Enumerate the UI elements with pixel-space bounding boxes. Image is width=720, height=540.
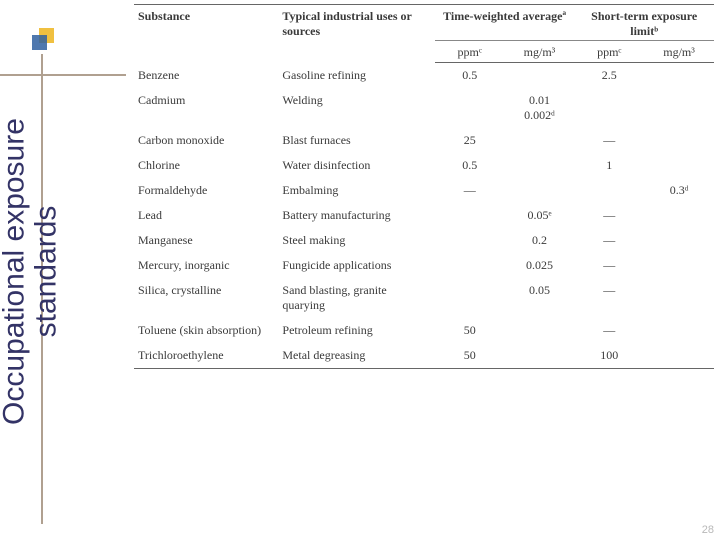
cell-stel-mg xyxy=(644,228,714,253)
cell-stel-mg xyxy=(644,128,714,153)
col-group-twa: Time-weighted averageª xyxy=(435,5,575,41)
table-row: FormaldehydeEmbalming— 0.3ᵈ xyxy=(134,178,714,203)
cell-stel-ppm: — xyxy=(574,253,644,278)
cell-twa-mg xyxy=(505,343,575,369)
cell-stel-mg xyxy=(644,203,714,228)
cell-stel-mg: 0.3ᵈ xyxy=(644,178,714,203)
cell-stel-ppm: — xyxy=(574,203,644,228)
col-header-stel-mg: mg/m³ xyxy=(644,41,714,63)
cell-twa-mg: 0.05 xyxy=(505,278,575,318)
cell-uses: Blast furnaces xyxy=(278,128,434,153)
cell-twa-ppm: 50 xyxy=(435,343,505,369)
cell-twa-ppm: 50 xyxy=(435,318,505,343)
cell-twa-ppm: — xyxy=(435,178,505,203)
cell-substance: Cadmium xyxy=(134,88,278,128)
cell-substance: Trichloroethylene xyxy=(134,343,278,369)
table-row: LeadBattery manufacturing 0.05ᵉ— xyxy=(134,203,714,228)
table-row: Mercury, inorganicFungicide applications… xyxy=(134,253,714,278)
cell-stel-mg xyxy=(644,318,714,343)
cell-stel-ppm: 2.5 xyxy=(574,63,644,89)
table-row: Toluene (skin absorption)Petroleum refin… xyxy=(134,318,714,343)
cell-stel-ppm: 100 xyxy=(574,343,644,369)
col-header-twa-mg: mg/m³ xyxy=(505,41,575,63)
page-number: 28 xyxy=(702,524,714,536)
cell-uses: Metal degreasing xyxy=(278,343,434,369)
cell-twa-ppm: 0.5 xyxy=(435,63,505,89)
cell-twa-ppm: 25 xyxy=(435,128,505,153)
cell-twa-ppm xyxy=(435,88,505,128)
cell-uses: Welding xyxy=(278,88,434,128)
cell-twa-mg: 0.01 0.002ᵈ xyxy=(505,88,575,128)
cell-twa-mg xyxy=(505,153,575,178)
cell-substance: Lead xyxy=(134,203,278,228)
slide-title: Occupational exposure standards xyxy=(0,42,62,502)
cell-stel-ppm: — xyxy=(574,318,644,343)
cell-twa-ppm xyxy=(435,253,505,278)
exposure-standards-table: Substance Typical industrial uses or sou… xyxy=(134,4,714,369)
cell-stel-mg xyxy=(644,278,714,318)
cell-stel-ppm xyxy=(574,178,644,203)
cell-stel-mg xyxy=(644,153,714,178)
cell-uses: Fungicide applications xyxy=(278,253,434,278)
cell-substance: Mercury, inorganic xyxy=(134,253,278,278)
cell-stel-ppm: — xyxy=(574,278,644,318)
cell-substance: Manganese xyxy=(134,228,278,253)
cell-uses: Petroleum refining xyxy=(278,318,434,343)
cell-twa-ppm xyxy=(435,228,505,253)
table-row: ManganeseSteel making 0.2— xyxy=(134,228,714,253)
table-row: BenzeneGasoline refining0.5 2.5 xyxy=(134,63,714,89)
table-body: BenzeneGasoline refining0.52.5CadmiumWel… xyxy=(134,63,714,369)
cell-uses: Steel making xyxy=(278,228,434,253)
table-row: CadmiumWelding 0.01 0.002ᵈ xyxy=(134,88,714,128)
cell-stel-ppm: 1 xyxy=(574,153,644,178)
cell-stel-mg xyxy=(644,63,714,89)
cell-twa-mg xyxy=(505,178,575,203)
cell-stel-mg xyxy=(644,253,714,278)
cell-uses: Gasoline refining xyxy=(278,63,434,89)
col-group-stel: Short-term exposure limitᵇ xyxy=(574,5,714,41)
cell-substance: Formaldehyde xyxy=(134,178,278,203)
cell-twa-mg: 0.025 xyxy=(505,253,575,278)
cell-uses: Embalming xyxy=(278,178,434,203)
cell-twa-ppm xyxy=(435,203,505,228)
cell-twa-mg xyxy=(505,63,575,89)
cell-uses: Water disinfection xyxy=(278,153,434,178)
cell-substance: Benzene xyxy=(134,63,278,89)
cell-substance: Silica, crystalline xyxy=(134,278,278,318)
cell-twa-mg: 0.2 xyxy=(505,228,575,253)
cell-stel-mg xyxy=(644,88,714,128)
cell-twa-mg xyxy=(505,128,575,153)
cell-twa-ppm xyxy=(435,278,505,318)
col-header-stel-ppm: ppmᶜ xyxy=(574,41,644,63)
cell-stel-ppm xyxy=(574,88,644,128)
slide-title-line1: Occupational exposure xyxy=(0,118,31,425)
cell-stel-mg xyxy=(644,343,714,369)
cell-uses: Battery manufacturing xyxy=(278,203,434,228)
table-row: Carbon monoxideBlast furnaces25 — xyxy=(134,128,714,153)
cell-uses: Sand blasting, granite quarying xyxy=(278,278,434,318)
table-row: TrichloroethyleneMetal degreasing50 100 xyxy=(134,343,714,369)
col-header-uses: Typical industrial uses or sources xyxy=(278,5,434,63)
slide-title-line2: standards xyxy=(29,206,62,338)
cell-twa-ppm: 0.5 xyxy=(435,153,505,178)
cell-twa-mg xyxy=(505,318,575,343)
cell-substance: Toluene (skin absorption) xyxy=(134,318,278,343)
table-row: ChlorineWater disinfection0.5 1 xyxy=(134,153,714,178)
cell-substance: Carbon monoxide xyxy=(134,128,278,153)
table-row: Silica, crystallineSand blasting, granit… xyxy=(134,278,714,318)
col-header-substance: Substance xyxy=(134,5,278,63)
col-header-twa-ppm: ppmᶜ xyxy=(435,41,505,63)
cell-stel-ppm: — xyxy=(574,128,644,153)
cell-twa-mg: 0.05ᵉ xyxy=(505,203,575,228)
cell-substance: Chlorine xyxy=(134,153,278,178)
cell-stel-ppm: — xyxy=(574,228,644,253)
